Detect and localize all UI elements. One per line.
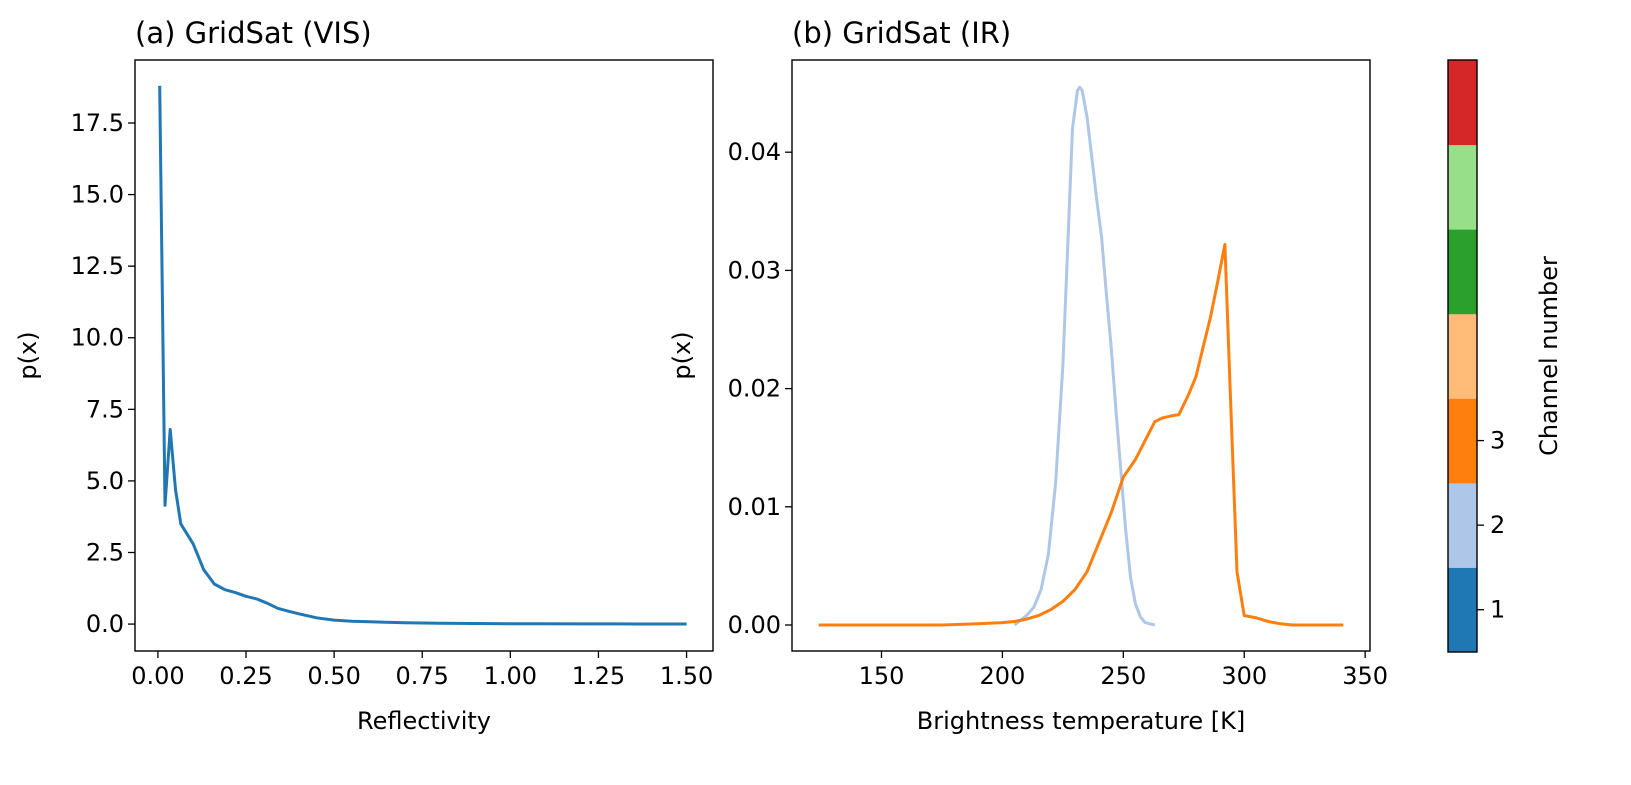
x-tick-label: 150: [859, 662, 905, 690]
colorbar-segment-7: [1448, 60, 1477, 146]
colorbar-frame: [1447, 59, 1478, 653]
y-axis-label: p(x): [14, 331, 42, 379]
chart-title: (a) GridSat (VIS): [135, 16, 372, 50]
panel-b-ir: 150 200 250 300 350 0.00 0.01 0.02 0.03 0.04 (b) G…: [668, 16, 1388, 735]
x-tick-label: 0.00: [131, 662, 184, 690]
plot-frame: [134, 59, 714, 652]
chart-title: (b) GridSat (IR): [792, 16, 1011, 50]
y-tick-label: 10.0: [71, 324, 124, 352]
x-tick-label: 1.00: [484, 662, 537, 690]
x-tick-label: 1.50: [660, 662, 713, 690]
y-tick-label: 0.00: [728, 611, 781, 639]
y-tick-label: 17.5: [71, 109, 124, 137]
x-tick-label: 1.25: [572, 662, 625, 690]
y-tick-label: 2.5: [86, 539, 124, 567]
series-line-channel-3: [818, 242, 1344, 627]
x-tick-label: 200: [979, 662, 1025, 690]
x-tick-label: 250: [1100, 662, 1146, 690]
plot-frame: [791, 59, 1371, 652]
colorbar-segment-4: [1448, 313, 1477, 399]
y-tick-label: 0.03: [728, 256, 781, 284]
y-tick-label: 0.04: [728, 138, 781, 166]
x-axis-label: Reflectivity: [357, 707, 491, 735]
y-tick-label: 0.02: [728, 375, 781, 403]
colorbar-label: Channel number: [1535, 256, 1563, 456]
series-line-channel-1: [158, 85, 687, 626]
y-axis-label: p(x): [668, 331, 696, 379]
x-axis-label: Brightness temperature [K]: [917, 707, 1245, 735]
y-tick-label: 15.0: [71, 181, 124, 209]
x-tick-label: 0.75: [396, 662, 449, 690]
panel-a-vis: 0.00 0.25 0.50 0.75 1.00 1.25 1.50 0.0 2.5 5.0 7.5…: [14, 16, 714, 735]
x-tick-label: 0.50: [307, 662, 360, 690]
colorbar-segment-2: [1448, 482, 1477, 568]
y-tick-label: 0.0: [86, 610, 124, 638]
colorbar-segment-6: [1448, 144, 1477, 230]
colorbar-tick-label: 2: [1490, 511, 1505, 539]
series-line-channel-2: [1013, 85, 1156, 627]
channel-colorbar: 1 2 3 Channel number: [1447, 59, 1563, 653]
x-tick-label: 350: [1342, 662, 1388, 690]
colorbar-tick-label: 1: [1490, 596, 1505, 624]
y-tick-label: 5.0: [86, 467, 124, 495]
y-tick-label: 12.5: [71, 252, 124, 280]
y-tick-label: 0.01: [728, 493, 781, 521]
y-tick-label: 7.5: [86, 395, 124, 423]
colorbar-segment-1: [1448, 567, 1477, 653]
x-tick-label: 300: [1221, 662, 1267, 690]
colorbar-segment-3: [1448, 398, 1477, 484]
colorbar-segment-5: [1448, 229, 1477, 315]
x-tick-label: 0.25: [219, 662, 272, 690]
colorbar-tick-label: 3: [1490, 427, 1505, 455]
